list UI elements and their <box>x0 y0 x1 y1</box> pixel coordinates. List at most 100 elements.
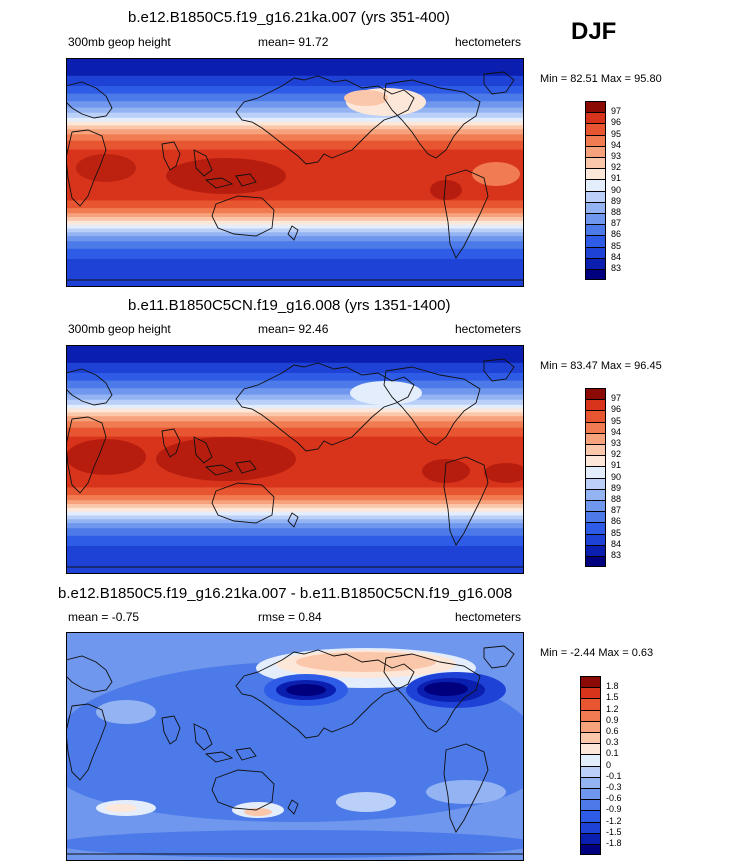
colorbar-swatch <box>585 500 606 512</box>
coastline <box>483 645 515 669</box>
panel-3-map-blob <box>426 780 506 804</box>
colorbar-swatch <box>585 522 606 534</box>
colorbar-tick-label: -0.9 <box>606 804 622 815</box>
coastline <box>383 653 481 733</box>
panel-3-map-blob <box>286 684 326 696</box>
coastline <box>483 358 515 382</box>
panel-1-map-band <box>66 121 524 126</box>
colorbar-tick-label: 83 <box>611 263 622 273</box>
panel-2-map-blob <box>66 439 146 475</box>
colorbar-swatch <box>585 455 606 467</box>
panel-1-map-band <box>66 125 524 130</box>
colorbar-swatch <box>585 168 606 180</box>
colorbar-tick-label: 91 <box>611 173 622 184</box>
colorbar-swatch <box>580 765 601 777</box>
panel-2-map-band <box>66 487 524 496</box>
colorbar-tick-label: 94 <box>611 426 622 437</box>
panel-3-colorbar: 1.8 1.5 1.2 0.9 0.6 0.3 0.1 0 -0.1 -0.3 -0.6 -0.9 -1… <box>580 676 640 856</box>
colorbar-swatch <box>585 388 606 400</box>
panel-3-minmax: Min = -2.44 Max = 0.63 <box>540 647 654 659</box>
panel-1-map-band <box>66 217 524 222</box>
coastline <box>443 456 489 546</box>
colorbar-swatch <box>580 788 601 800</box>
colorbar-swatch <box>585 134 606 146</box>
colorbar-swatch <box>580 844 601 856</box>
panel-1-map-blob <box>472 162 520 186</box>
colorbar-swatch <box>585 201 606 213</box>
panel-1-map-band <box>66 140 524 151</box>
panel-2-map-band <box>66 507 524 513</box>
coastline <box>66 129 107 207</box>
colorbar-tick-label: -0.6 <box>606 793 622 804</box>
panel-1-map-band <box>66 241 524 250</box>
colorbar-tick-label: 86 <box>611 229 622 240</box>
colorbar-tick-label: 85 <box>611 527 622 538</box>
colorbar-swatch <box>585 112 606 124</box>
panel-3-units-label: hectometers <box>455 610 522 624</box>
coastline <box>161 141 181 171</box>
panel-2-map-coastlines <box>66 358 524 568</box>
panel-1-map <box>66 58 524 287</box>
colorbar-tick-label: 1.5 <box>606 692 619 703</box>
panel-2-minmax: Min = 83.47 Max = 96.45 <box>540 360 662 372</box>
panel-1-map-frame <box>66 58 524 287</box>
coastline <box>66 81 113 119</box>
panel-1-map-band <box>66 224 524 229</box>
coastline <box>161 428 181 458</box>
colorbar-swatch <box>585 246 606 258</box>
coastline <box>235 747 257 761</box>
panel-2-map-band <box>66 412 524 417</box>
panel-1-title: b.e12.B1850C5.f19_g16.21ka.007 (yrs 351-… <box>128 9 450 26</box>
panel-2-map-blob <box>156 437 296 481</box>
panel-3-title: b.e12.B1850C5.f19_g16.21ka.007 - b.e11.B… <box>58 585 513 602</box>
panel-2-map-blob <box>484 463 524 483</box>
colorbar-swatch <box>585 399 606 411</box>
panel-2-map-band <box>66 546 524 574</box>
panel-1-map-band <box>66 232 524 237</box>
coastline <box>211 482 275 524</box>
colorbar-swatch <box>585 123 606 135</box>
colorbar-swatch <box>580 687 601 699</box>
colorbar-swatch <box>585 190 606 202</box>
colorbar-swatch <box>585 179 606 191</box>
panel-2-map-band <box>66 345 524 364</box>
colorbar-swatch <box>580 810 601 822</box>
colorbar-tick-label: -1.5 <box>606 826 622 837</box>
panel-2-title: b.e11.B1850C5CN.f19_g16.008 (yrs 1351-14… <box>128 297 451 314</box>
panel-1-map-band <box>66 134 524 142</box>
panel-1-map-blob <box>344 90 388 106</box>
panel-3-map-blob <box>424 682 468 696</box>
panel-1-map-band <box>66 58 524 77</box>
panel-2-map-band <box>66 404 524 410</box>
colorbar-swatch <box>580 821 601 833</box>
colorbar-tick-label: 89 <box>611 195 622 206</box>
colorbar-swatch <box>580 776 601 788</box>
panel-1-map-band <box>66 248 524 260</box>
panel-1-map-blob <box>76 154 136 182</box>
colorbar-tick-label: -0.3 <box>606 782 622 792</box>
coastline <box>483 71 515 95</box>
panel-1-map-band <box>66 107 524 114</box>
coastline <box>235 173 257 187</box>
colorbar-tick-label: 85 <box>611 240 622 251</box>
panel-1-map-blob <box>430 180 462 200</box>
colorbar-swatch <box>585 544 606 556</box>
colorbar-swatch <box>580 732 601 744</box>
panel-1-map-band <box>66 93 524 102</box>
coastline <box>287 225 299 241</box>
panel-1-map-band <box>66 101 524 109</box>
panel-2-map-band <box>66 515 524 520</box>
panel-2-map-band <box>66 504 524 509</box>
panel-2-map-blob <box>422 459 470 483</box>
panel-2-map-band <box>66 380 524 389</box>
coastline <box>66 416 107 494</box>
panel-1-map-band <box>66 112 524 119</box>
colorbar-swatch <box>585 488 606 500</box>
colorbar-tick-label: 0.9 <box>606 714 619 725</box>
colorbar-swatch <box>585 235 606 247</box>
panel-2-map-band <box>66 408 524 413</box>
panel-2-map-band <box>66 523 524 529</box>
panel-2-map-band <box>66 427 524 438</box>
coastline <box>383 79 481 159</box>
panel-2-map <box>66 345 524 574</box>
